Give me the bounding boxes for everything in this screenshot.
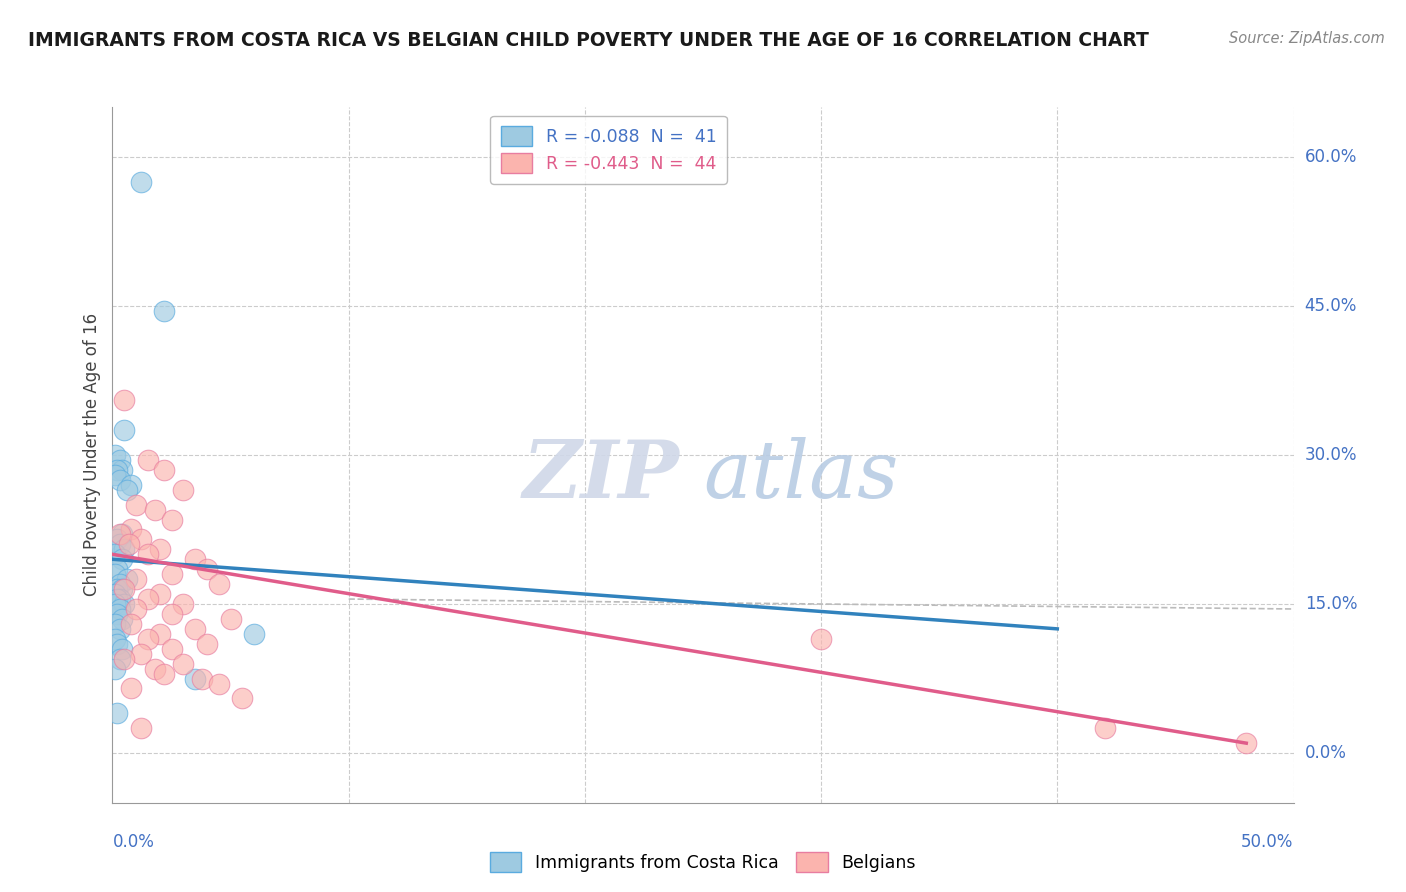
- Y-axis label: Child Poverty Under the Age of 16: Child Poverty Under the Age of 16: [83, 313, 101, 597]
- Point: [172, 597, 194, 611]
- Text: 0.0%: 0.0%: [112, 833, 155, 851]
- Point: [120, 477, 142, 491]
- Point: [108, 473, 131, 487]
- Point: [125, 498, 148, 512]
- Text: 45.0%: 45.0%: [1305, 297, 1357, 315]
- Point: [105, 637, 128, 651]
- Point: [112, 393, 135, 408]
- Point: [129, 721, 152, 735]
- Point: [1094, 721, 1116, 735]
- Text: ZIP: ZIP: [523, 437, 679, 515]
- Point: [195, 637, 218, 651]
- Point: [104, 662, 127, 676]
- Point: [172, 483, 194, 497]
- Point: [111, 582, 134, 596]
- Point: [108, 577, 131, 591]
- Point: [195, 562, 218, 576]
- Point: [120, 616, 142, 631]
- Point: [231, 691, 253, 706]
- Point: [172, 657, 194, 671]
- Point: [112, 651, 135, 665]
- Legend: Immigrants from Costa Rica, Belgians: Immigrants from Costa Rica, Belgians: [484, 845, 922, 879]
- Point: [153, 666, 176, 681]
- Text: Source: ZipAtlas.com: Source: ZipAtlas.com: [1229, 31, 1385, 46]
- Point: [143, 662, 166, 676]
- Point: [108, 602, 131, 616]
- Text: 60.0%: 60.0%: [1305, 148, 1357, 166]
- Point: [153, 303, 176, 318]
- Point: [129, 533, 152, 547]
- Text: 50.0%: 50.0%: [1241, 833, 1294, 851]
- Point: [149, 627, 172, 641]
- Point: [105, 592, 128, 607]
- Point: [120, 523, 142, 537]
- Point: [105, 463, 128, 477]
- Point: [104, 467, 127, 482]
- Point: [111, 552, 134, 566]
- Text: 15.0%: 15.0%: [1305, 595, 1357, 613]
- Point: [120, 681, 142, 696]
- Point: [108, 622, 131, 636]
- Point: [115, 572, 138, 586]
- Point: [105, 706, 128, 721]
- Point: [184, 552, 207, 566]
- Point: [108, 537, 131, 551]
- Point: [149, 542, 172, 557]
- Point: [111, 612, 134, 626]
- Point: [125, 572, 148, 586]
- Point: [136, 453, 159, 467]
- Text: atlas: atlas: [703, 437, 898, 515]
- Legend: R = -0.088  N =  41, R = -0.443  N =  44: R = -0.088 N = 41, R = -0.443 N = 44: [491, 116, 727, 184]
- Point: [243, 627, 266, 641]
- Point: [160, 641, 183, 656]
- Point: [112, 423, 135, 437]
- Point: [105, 533, 128, 547]
- Point: [104, 448, 127, 462]
- Point: [136, 547, 159, 561]
- Point: [160, 607, 183, 621]
- Point: [115, 483, 138, 497]
- Text: 30.0%: 30.0%: [1305, 446, 1357, 464]
- Point: [160, 567, 183, 582]
- Point: [143, 502, 166, 516]
- Point: [108, 527, 131, 541]
- Point: [112, 542, 135, 557]
- Point: [191, 672, 214, 686]
- Text: 0.0%: 0.0%: [1305, 744, 1347, 762]
- Point: [208, 577, 231, 591]
- Point: [108, 453, 131, 467]
- Point: [184, 622, 207, 636]
- Point: [129, 175, 152, 189]
- Point: [104, 632, 127, 646]
- Point: [104, 616, 127, 631]
- Point: [125, 602, 148, 616]
- Point: [208, 676, 231, 690]
- Point: [129, 647, 152, 661]
- Point: [136, 592, 159, 607]
- Point: [149, 587, 172, 601]
- Point: [104, 587, 127, 601]
- Point: [105, 562, 128, 576]
- Point: [104, 597, 127, 611]
- Point: [104, 567, 127, 582]
- Point: [118, 537, 141, 551]
- Point: [111, 641, 134, 656]
- Text: IMMIGRANTS FROM COSTA RICA VS BELGIAN CHILD POVERTY UNDER THE AGE OF 16 CORRELAT: IMMIGRANTS FROM COSTA RICA VS BELGIAN CH…: [28, 31, 1149, 50]
- Point: [108, 592, 131, 607]
- Point: [153, 463, 176, 477]
- Point: [111, 463, 134, 477]
- Point: [104, 547, 127, 561]
- Point: [1234, 736, 1257, 750]
- Point: [136, 632, 159, 646]
- Point: [108, 651, 131, 665]
- Point: [184, 672, 207, 686]
- Point: [112, 597, 135, 611]
- Point: [105, 582, 128, 596]
- Point: [219, 612, 242, 626]
- Point: [160, 512, 183, 526]
- Point: [112, 582, 135, 596]
- Point: [810, 632, 832, 646]
- Point: [105, 607, 128, 621]
- Point: [111, 527, 134, 541]
